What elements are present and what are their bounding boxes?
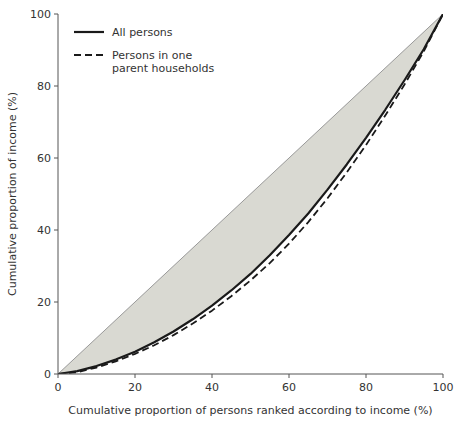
- y-tick-label: 80: [37, 80, 51, 93]
- y-axis-label: Cumulative proportion of income (%): [6, 92, 19, 296]
- x-axis-label: Cumulative proportion of persons ranked …: [68, 404, 432, 417]
- legend-label: Persons in oneparent households: [112, 49, 214, 75]
- series-line: [58, 14, 443, 374]
- x-tick: [443, 374, 444, 378]
- x-tick: [212, 374, 213, 378]
- y-tick-label: 0: [44, 368, 51, 381]
- y-tick-label: 40: [37, 224, 51, 237]
- legend-label-line: parent households: [112, 62, 214, 75]
- y-tick-label: 100: [30, 8, 51, 21]
- y-tick: [54, 158, 58, 159]
- equality-line: [58, 14, 443, 374]
- legend-label-line: All persons: [112, 26, 173, 39]
- y-tick: [54, 302, 58, 303]
- legend-label-line: Persons in one: [112, 49, 192, 62]
- y-tick-label: 60: [37, 152, 51, 165]
- x-tick-label: 100: [433, 381, 454, 394]
- chart: 020406080100020406080100Cumulative propo…: [0, 0, 459, 426]
- y-axis-line: [58, 14, 59, 374]
- x-tick: [135, 374, 136, 378]
- x-tick-label: 40: [205, 381, 219, 394]
- x-tick: [366, 374, 367, 378]
- y-tick: [54, 86, 58, 87]
- legend-swatch: [74, 31, 104, 33]
- plot-area: [58, 14, 443, 374]
- legend-label: All persons: [112, 26, 173, 39]
- x-tick-label: 20: [128, 381, 142, 394]
- y-tick-label: 20: [37, 296, 51, 309]
- y-tick: [54, 374, 58, 375]
- inequality-area: [58, 14, 443, 374]
- x-tick-label: 0: [55, 381, 62, 394]
- x-tick: [58, 374, 59, 378]
- y-tick: [54, 14, 58, 15]
- y-tick: [54, 230, 58, 231]
- legend-swatch: [74, 54, 104, 56]
- x-tick: [289, 374, 290, 378]
- x-tick-label: 80: [359, 381, 373, 394]
- x-tick-label: 60: [282, 381, 296, 394]
- x-axis-line: [58, 374, 443, 375]
- legend: All persons Persons in oneparent househol…: [74, 26, 214, 75]
- series-line: [58, 14, 443, 374]
